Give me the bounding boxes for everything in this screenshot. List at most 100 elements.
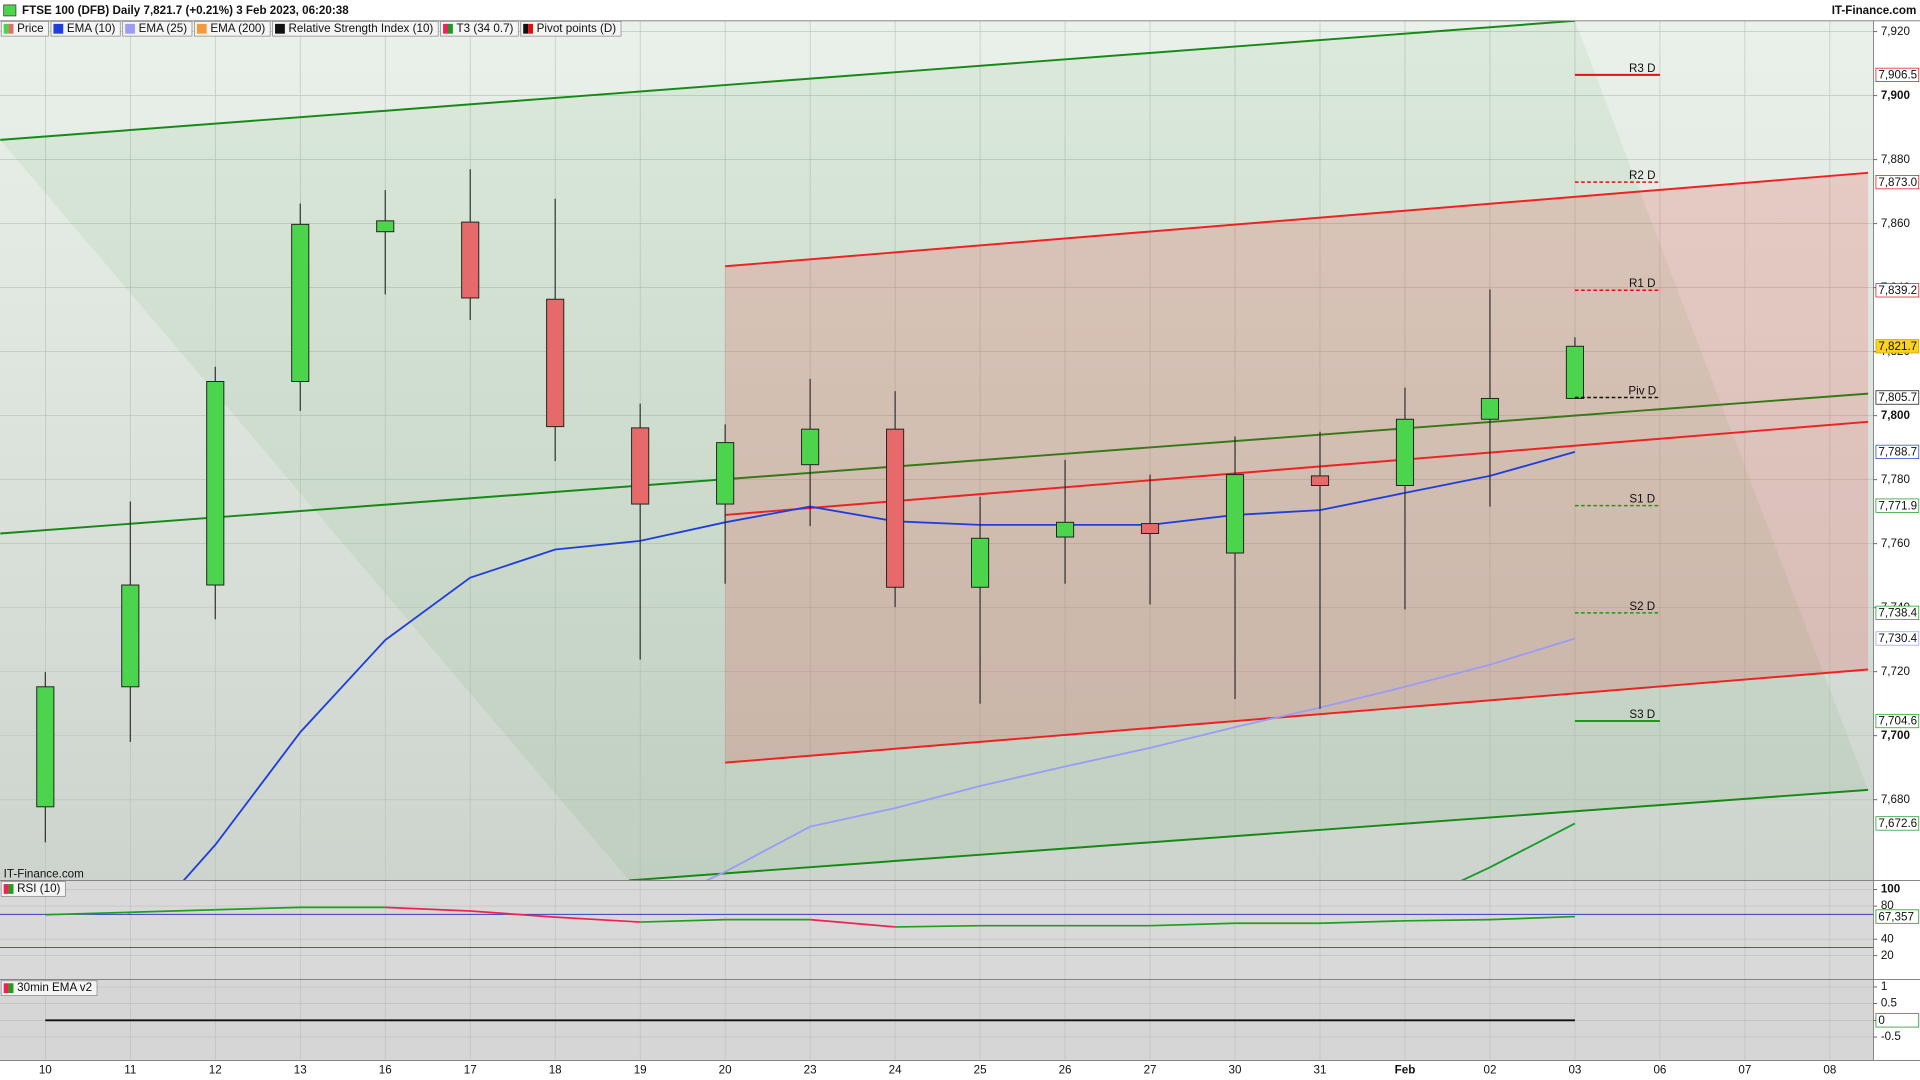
- title-icon: [3, 4, 17, 17]
- legend-icon: [528, 23, 533, 34]
- x-tick-label: 03: [1568, 1063, 1581, 1076]
- legend-label: Relative Strength Index (10): [289, 22, 434, 35]
- legend-icon: [447, 23, 453, 34]
- x-tick-label: 13: [294, 1063, 307, 1076]
- legend-icon: [8, 884, 14, 894]
- legend-icon: [53, 23, 64, 34]
- series-badge-label: 7,730.4: [1878, 632, 1917, 645]
- y-tick-label: 7,780: [1881, 473, 1911, 486]
- x-tick-label: 20: [719, 1063, 732, 1076]
- pivot-name: S1 D: [1629, 493, 1655, 506]
- channel-line: [725, 668, 1869, 764]
- pivot-badge-label: 7,839.2: [1878, 284, 1917, 297]
- legend-icon: [196, 23, 207, 34]
- y-tick-label: 7,880: [1881, 153, 1911, 166]
- legend-label: EMA (10): [67, 22, 116, 35]
- x-tick-label: 25: [974, 1063, 987, 1076]
- legend-label: RSI (10): [17, 882, 60, 895]
- series-badge-label: 7,672.6: [1878, 817, 1917, 830]
- candle-body: [1310, 475, 1330, 486]
- y-tick-label: 40: [1881, 932, 1894, 945]
- candle-body: [1055, 521, 1075, 538]
- x-tick-label: 10: [39, 1063, 52, 1076]
- legend-box: [194, 21, 271, 37]
- x-tick-label: 11: [124, 1063, 136, 1076]
- pivot-name: R2 D: [1629, 169, 1656, 182]
- rsi-segment: [470, 910, 556, 918]
- x-tick-label: 12: [209, 1063, 222, 1076]
- y-tick-label: 7,920: [1881, 25, 1911, 38]
- series-line: [182, 451, 1576, 881]
- x-tick-label: 18: [549, 1063, 562, 1076]
- legend-icon: [523, 23, 529, 34]
- legend-icon: [443, 23, 448, 34]
- y-tick-label: -0.5: [1881, 1030, 1901, 1043]
- channel-line: [629, 788, 1869, 881]
- legend-label: T3 (34 0.7): [457, 22, 514, 35]
- rsi-segment: [215, 906, 301, 911]
- y-tick-label: 7,700: [1881, 729, 1910, 742]
- pivot-badge: [1875, 175, 1920, 190]
- watermark: IT-Finance.com: [4, 867, 84, 880]
- pivot-badge: [1875, 283, 1920, 298]
- legend-icon: [3, 23, 9, 34]
- rsi-badge-label: 67,357: [1878, 910, 1914, 923]
- pivot-name: S3 D: [1629, 708, 1655, 721]
- candle-body: [206, 380, 225, 586]
- source: IT-Finance.com: [1832, 4, 1917, 17]
- series-badge-label: 7,788.7: [1878, 446, 1917, 459]
- legend-box: [0, 980, 98, 996]
- rsi-segment: [1404, 918, 1490, 922]
- chart-title: FTSE 100 (DFB) Daily 7,821.7 (+0.21%) 3 …: [22, 4, 349, 17]
- x-tick-label: 17: [464, 1063, 477, 1076]
- pivot-badge-label: 7,906.5: [1878, 69, 1917, 82]
- legend-icon: [8, 983, 14, 994]
- pivot-badge: [1875, 605, 1920, 620]
- plot-layer: 10 11 12 13 16 17 18 19 20 23 24 25 26 27 30 31 Feb 02 03 0…: [0, 20, 1920, 1076]
- series-line: [704, 637, 1576, 881]
- pivot-badge-label: 7,805.7: [1878, 391, 1917, 404]
- y-tick-label: 0.5: [1881, 997, 1897, 1010]
- pivot-badge-label: 7,771.9: [1878, 499, 1917, 512]
- channel-line: [725, 420, 1869, 516]
- legend-icon: [3, 983, 9, 994]
- y-tick-label: 20: [1881, 949, 1894, 962]
- x-tick-label: 24: [889, 1063, 902, 1076]
- rsi-panel: [0, 880, 1874, 980]
- x-tick-label: 16: [379, 1063, 392, 1076]
- x-tick-label: 02: [1483, 1063, 1496, 1076]
- y-tick-label: 1: [1881, 980, 1887, 993]
- y-tick-label: 7,680: [1881, 793, 1911, 806]
- rsi-segment: [810, 918, 896, 928]
- series-badge: [1875, 444, 1920, 459]
- legend-box: [440, 21, 519, 37]
- candle-body: [546, 298, 565, 428]
- candle-body: [1480, 397, 1500, 420]
- pivot-name: R1 D: [1629, 277, 1656, 290]
- x-tick-label: 23: [804, 1063, 817, 1076]
- channel-line: [725, 171, 1869, 268]
- rsi-segment: [1150, 922, 1236, 927]
- rsi-badge: [1875, 909, 1920, 924]
- y-tick-label: 80: [1881, 899, 1894, 912]
- y-tick-label: 7,720: [1881, 665, 1911, 678]
- x-tick-label: 07: [1738, 1063, 1751, 1076]
- rsi-segment: [385, 906, 471, 912]
- pivot-badge: [1875, 498, 1920, 513]
- legend-icon: [3, 884, 9, 894]
- channel-line: [0, 20, 1576, 141]
- x-axis-area: [0, 1060, 1920, 1080]
- price-panel: [0, 20, 1874, 881]
- x-tick-label: 26: [1059, 1063, 1072, 1076]
- x-tick-label: 19: [634, 1063, 647, 1076]
- candle-body: [121, 584, 140, 688]
- legend-box: [122, 21, 193, 37]
- rsi-segment: [640, 918, 726, 923]
- pivot-name: R3 D: [1629, 62, 1656, 75]
- series-line: [1459, 822, 1576, 881]
- candle-body: [1395, 418, 1415, 486]
- x-tick-label: 27: [1144, 1063, 1157, 1076]
- legend-label: 30min EMA v2: [17, 981, 92, 994]
